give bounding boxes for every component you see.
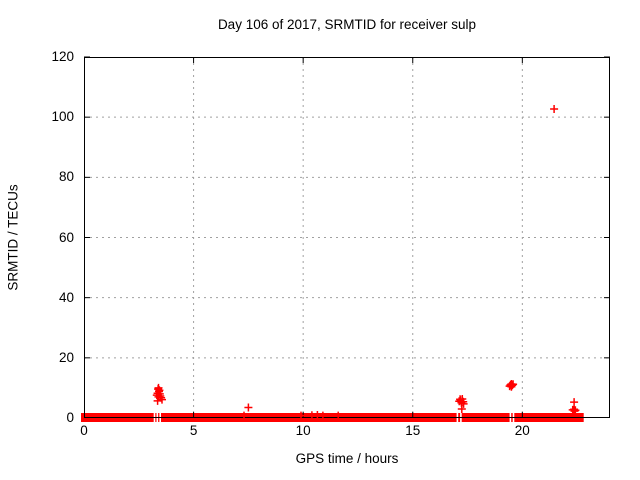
y-tick-label: 100 — [51, 109, 74, 125]
gridlines — [84, 57, 610, 418]
x-tick-label: 20 — [514, 423, 530, 438]
y-tick-label: 0 — [66, 410, 74, 425]
chart-title: Day 106 of 2017, SRMTID for receiver sul… — [217, 17, 477, 32]
y-tick-label: 20 — [58, 349, 74, 365]
y-tick-label: 120 — [51, 49, 74, 64]
axis-ticks — [84, 56, 610, 418]
x-tick-label: 15 — [405, 423, 421, 438]
y-tick-label: 80 — [58, 169, 74, 185]
x-tick-label: 5 — [189, 423, 198, 438]
data-point-markers — [152, 105, 580, 420]
x-tick-label: 0 — [80, 423, 88, 438]
plot-area — [81, 56, 610, 423]
y-tick-label: 60 — [58, 229, 74, 245]
x-axis-label: GPS time / hours — [295, 451, 399, 466]
x-tick-label: 10 — [295, 423, 311, 438]
y-tick-label: 40 — [58, 289, 74, 305]
